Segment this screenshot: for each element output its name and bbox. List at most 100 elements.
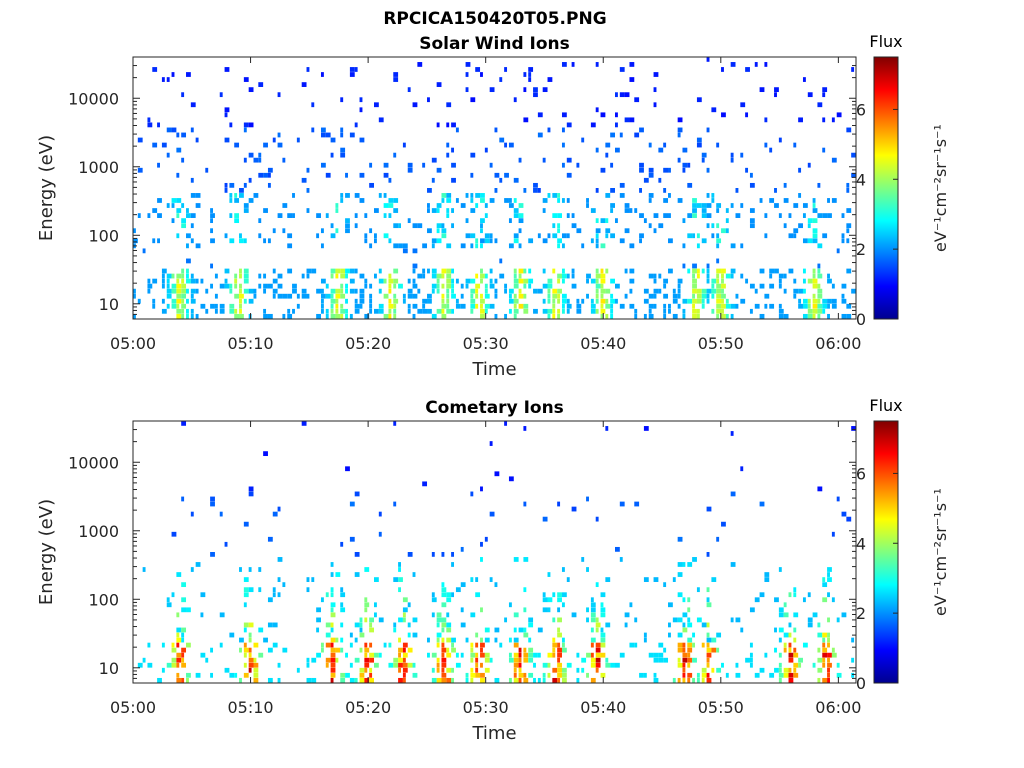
spectrogram-cell <box>489 441 493 446</box>
spectrogram-cell <box>398 562 401 567</box>
spectrogram-cell <box>557 243 561 249</box>
spectrogram-cell <box>730 313 734 319</box>
spectrogram-cell <box>807 617 813 623</box>
spectrogram-cell <box>590 677 596 683</box>
spectrogram-cell <box>484 203 488 208</box>
spectrogram-cell <box>489 303 495 309</box>
spectrogram-cell <box>648 198 652 203</box>
spectrogram-cell <box>171 288 177 294</box>
spectrogram-cell <box>721 521 726 527</box>
spectrogram-cell <box>711 107 717 113</box>
spectrogram-cell <box>239 193 244 198</box>
spectrogram-cell <box>692 203 697 208</box>
spectrogram-cell <box>518 303 524 309</box>
spectrogram-cell <box>706 597 710 603</box>
spectrogram-cell <box>610 203 615 208</box>
spectrogram-cell <box>624 117 630 123</box>
spectrogram-cell <box>547 672 551 678</box>
spectrogram-cell <box>547 572 551 577</box>
spectrogram-cell <box>455 198 459 203</box>
spectrogram-cell <box>827 667 830 673</box>
spectrogram-cell <box>706 587 710 593</box>
spectrogram-cell <box>161 308 167 314</box>
spectrogram-cell <box>561 567 565 572</box>
spectrogram-cell <box>393 243 399 249</box>
spectrogram-cell <box>793 587 797 593</box>
spectrogram-cell <box>590 122 596 128</box>
spectrogram-cell <box>248 486 254 492</box>
spectrogram-cell <box>508 657 514 663</box>
spectrogram-cell <box>504 288 508 294</box>
spectrogram-cell <box>451 677 455 683</box>
spectrogram-cell <box>345 268 350 274</box>
spectrogram-cell <box>325 632 331 638</box>
spectrogram-cell <box>571 506 577 512</box>
spectrogram-cell <box>239 303 242 309</box>
spectrogram-cell <box>802 213 806 218</box>
spectrogram-cell <box>388 303 394 309</box>
spectrogram-cell <box>393 223 399 229</box>
spectrogram-cell <box>460 243 466 249</box>
spectrogram-cell <box>407 632 411 638</box>
spectrogram-cell <box>306 167 310 173</box>
spectrogram-cell <box>465 672 469 678</box>
spectrogram-cell <box>296 303 300 309</box>
spectrogram-cell <box>605 298 609 304</box>
spectrogram-cell <box>427 652 430 658</box>
spectrogram-cell <box>345 172 348 178</box>
spectrogram-cell <box>730 562 736 567</box>
spectrogram-cell <box>518 652 522 658</box>
spectrogram-cell <box>369 303 373 309</box>
spectrogram-cell <box>364 283 368 289</box>
spectrogram-cell <box>672 617 678 623</box>
spectrogram-cell <box>807 162 811 168</box>
spectrogram-cell <box>446 102 452 108</box>
spectrogram-cell <box>528 617 534 623</box>
spectrogram-cell <box>137 662 143 668</box>
spectrogram-cell <box>320 72 324 77</box>
spectrogram-cell <box>441 233 447 239</box>
spectrogram-cell <box>701 622 707 628</box>
spectrogram-cell <box>427 97 430 103</box>
spectrogram-cell <box>320 278 326 284</box>
spectrogram-cell <box>436 208 440 213</box>
spectrogram-cell <box>330 672 336 678</box>
spectrogram-cell <box>547 283 553 289</box>
spectrogram-cell <box>668 622 671 628</box>
spectrogram-cell <box>629 288 633 294</box>
spectrogram-cell <box>137 167 143 173</box>
spectrogram-cell <box>692 642 696 648</box>
spectrogram-cell <box>783 182 787 188</box>
spectrogram-cell <box>359 293 365 299</box>
spectrogram-cell <box>619 238 625 244</box>
spectrogram-cell <box>706 672 710 678</box>
figure-title: RPCICA150420T05.PNG <box>383 9 606 29</box>
spectrogram-cell <box>157 677 162 683</box>
spectrogram-cell <box>701 203 707 208</box>
spectrogram-cell <box>427 308 432 314</box>
spectrogram-cell <box>345 313 348 319</box>
spectrogram-cell <box>687 647 693 653</box>
spectrogram-cell <box>508 203 514 208</box>
spectrogram-cell <box>133 238 138 244</box>
spectrogram-cell <box>725 672 729 678</box>
spectrogram-cell <box>643 637 647 643</box>
spectrogram-cell <box>523 677 529 683</box>
spectrogram-cell <box>210 213 215 218</box>
spectrogram-cell <box>354 552 360 557</box>
spectrogram-cell <box>643 288 649 294</box>
spectrogram-cell <box>841 238 845 244</box>
spectrogram-cell <box>653 273 657 279</box>
spectrogram-cell <box>552 288 558 294</box>
spectrogram-cell <box>369 642 373 648</box>
spectrogram-cell <box>513 198 517 203</box>
spectrogram-cell <box>586 652 591 658</box>
spectrogram-cell <box>470 577 474 582</box>
spectrogram-cell <box>619 557 623 562</box>
spectrogram-cell <box>484 238 490 244</box>
spectrogram-cell <box>272 511 278 517</box>
spectrogram-cell <box>263 208 268 213</box>
spectrogram-cell <box>528 77 532 82</box>
spectrogram-cell <box>508 652 512 658</box>
spectrogram-cell <box>190 127 194 133</box>
